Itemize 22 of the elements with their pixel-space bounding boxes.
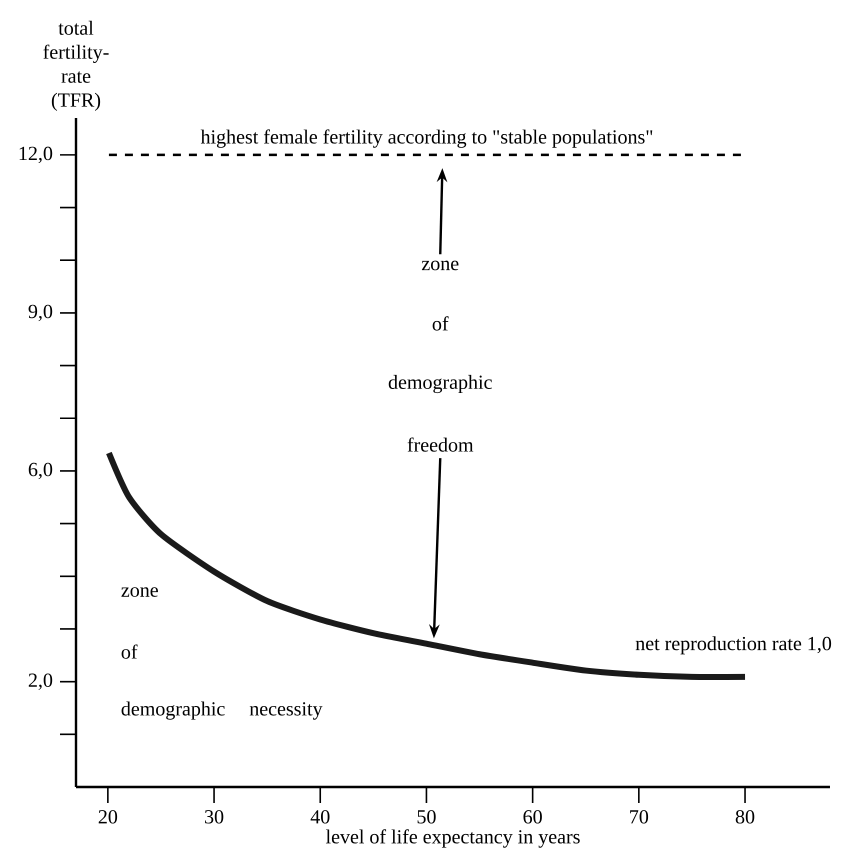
x-tick-label: 60	[523, 810, 542, 824]
x-tick-label: 70	[630, 810, 648, 824]
x-tick-label: 80	[736, 810, 754, 824]
annotation: net reproduction rate 1,0	[636, 636, 832, 654]
x-tick-label: 30	[205, 810, 224, 824]
annotation: demographic necessity	[122, 701, 323, 720]
annotation: zone	[422, 260, 458, 270]
x-tick-label: 40	[310, 810, 330, 824]
annotation: demographic	[388, 374, 492, 394]
annotation: zone	[121, 587, 158, 597]
annotation: freedom	[408, 437, 474, 452]
ref-line-label: highest female fertility according to "stable populations"	[200, 129, 652, 148]
x-tick-label: 50	[418, 810, 436, 824]
y-tick-label: 9,0	[28, 304, 52, 322]
y-tick-label: 12,0	[20, 146, 52, 164]
x-axis-title: level of life expectancy in years	[326, 829, 580, 848]
annotation: of	[432, 316, 449, 331]
y-axis-title: total fertility-rate (TFR)	[43, 20, 109, 111]
annotation: of	[122, 644, 138, 659]
y-tick-label: 2,0	[28, 673, 52, 690]
y-tick-label: 6,0	[28, 462, 52, 480]
x-tick-label: 20	[98, 810, 118, 824]
